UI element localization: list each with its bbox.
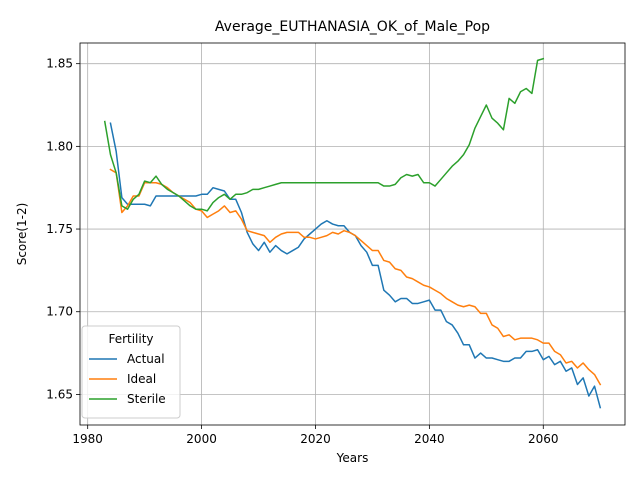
x-axis-ticks: 1980 2000 2020 2040 2060 bbox=[72, 425, 559, 446]
x-axis-label: Years bbox=[336, 451, 369, 465]
series-line-ideal bbox=[109, 168, 602, 386]
x-tick-label: 2040 bbox=[414, 432, 445, 446]
legend-label-ideal: Ideal bbox=[127, 372, 156, 386]
series-line-sterile bbox=[103, 57, 545, 212]
x-tick-label: 1980 bbox=[72, 432, 103, 446]
y-axis-label: Score(1-2) bbox=[15, 203, 29, 266]
y-axis-ticks: 1.65 1.70 1.75 1.80 1.85 bbox=[46, 57, 80, 401]
legend-label-sterile: Sterile bbox=[127, 392, 166, 406]
chart-title: Average_EUTHANASIA_OK_of_Male_Pop bbox=[215, 19, 490, 35]
legend: Fertility Actual Ideal Sterile bbox=[81, 325, 181, 419]
axes-frame bbox=[79, 42, 626, 426]
x-tick-label: 2020 bbox=[300, 432, 331, 446]
x-tick-label: 2060 bbox=[528, 432, 559, 446]
y-tick-label: 1.65 bbox=[46, 387, 73, 401]
series-lines bbox=[103, 57, 602, 409]
x-tick-label: 2000 bbox=[186, 432, 217, 446]
legend-label-actual: Actual bbox=[127, 352, 165, 366]
y-tick-label: 1.70 bbox=[46, 305, 73, 319]
y-tick-label: 1.85 bbox=[46, 57, 73, 71]
legend-box bbox=[81, 325, 181, 419]
y-tick-label: 1.75 bbox=[46, 222, 73, 236]
y-tick-label: 1.80 bbox=[46, 139, 73, 153]
legend-title: Fertility bbox=[108, 332, 153, 346]
